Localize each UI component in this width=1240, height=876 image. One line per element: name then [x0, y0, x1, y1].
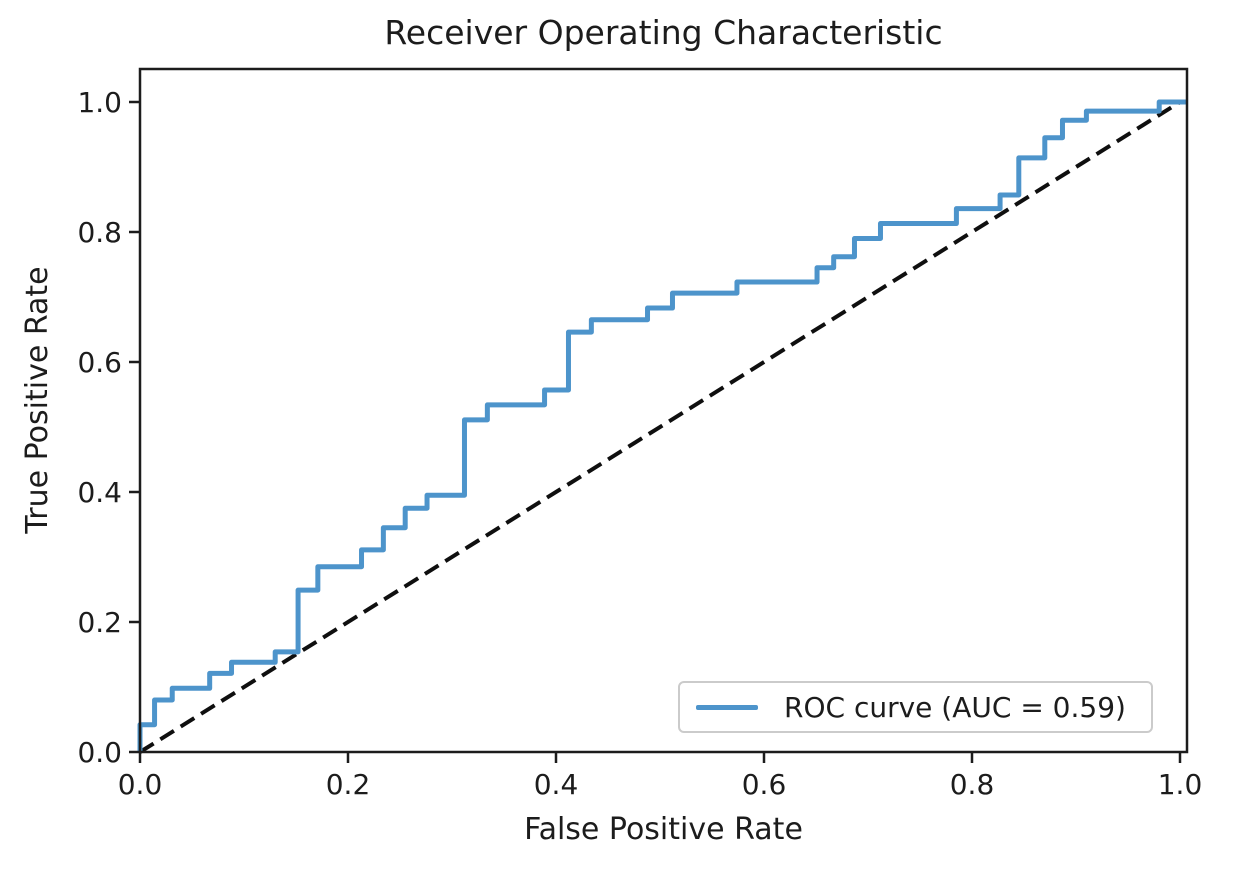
legend-label: ROC curve (AUC = 0.59) [784, 690, 1126, 724]
y-tick-label: 0.4 [77, 476, 122, 509]
x-tick-label: 0.0 [118, 768, 163, 801]
roc-curve-line [137, 99, 1187, 752]
y-tick-label: 0.6 [77, 346, 122, 379]
y-tick-label: 0.2 [77, 606, 122, 639]
x-tick-label: 0.2 [326, 768, 371, 801]
x-tick-label: 0.6 [742, 768, 787, 801]
plot-border [138, 67, 1189, 754]
y-tick-label: 1.0 [77, 86, 122, 119]
x-axis-label: False Positive Rate [524, 812, 803, 847]
y-tick-label: 0.0 [77, 736, 122, 769]
legend-line-sample [696, 704, 758, 710]
legend: ROC curve (AUC = 0.59) [678, 681, 1153, 733]
chance-diagonal-line [138, 100, 1182, 754]
y-axis-label: True Positive Rate [20, 266, 55, 534]
x-tick-label: 0.4 [534, 768, 579, 801]
y-tick-label: 0.8 [77, 216, 122, 249]
x-tick-label: 0.8 [950, 768, 995, 801]
chart-title: Receiver Operating Characteristic [384, 13, 943, 52]
x-tick-label: 1.0 [1158, 768, 1203, 801]
